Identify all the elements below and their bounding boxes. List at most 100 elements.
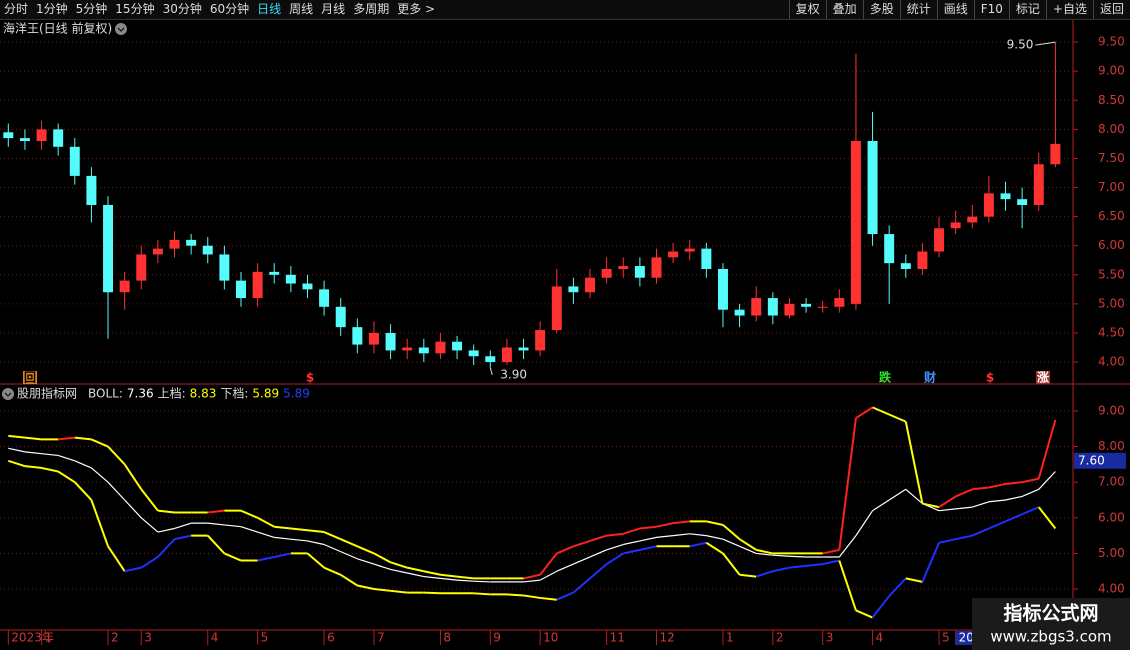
period-tab[interactable]: 30分钟 bbox=[162, 2, 202, 16]
menu-icon[interactable] bbox=[115, 23, 127, 35]
candle-body bbox=[119, 280, 130, 293]
indicator-segment bbox=[207, 509, 225, 514]
indicator-segment bbox=[340, 538, 358, 548]
indicator-segment bbox=[955, 534, 973, 541]
event-label: 回 bbox=[24, 371, 36, 385]
candle-body bbox=[1017, 199, 1028, 205]
indicator-segment bbox=[1037, 506, 1057, 530]
indicator-segment bbox=[988, 482, 1006, 489]
candle-body bbox=[634, 266, 645, 278]
indicator-segment bbox=[972, 501, 990, 508]
x-tick-label: 5 bbox=[261, 631, 269, 645]
indicator-segment bbox=[905, 488, 923, 505]
period-tab[interactable]: 60分钟 bbox=[209, 2, 250, 16]
indicator-segment bbox=[473, 580, 491, 583]
period-tab[interactable]: 分时 bbox=[4, 2, 29, 16]
y-tick-label: 6.00 bbox=[1098, 510, 1125, 524]
y-tick-label: 8.00 bbox=[1098, 122, 1125, 136]
indicator-segment bbox=[506, 593, 524, 597]
candle-body bbox=[485, 356, 496, 363]
indicator-segment bbox=[540, 596, 557, 601]
toolbar-button[interactable]: 标记 bbox=[1008, 0, 1046, 19]
indicator-segment bbox=[888, 577, 907, 597]
menu-icon[interactable] bbox=[2, 388, 14, 400]
indicator-segment bbox=[307, 540, 325, 546]
indicator-segment bbox=[90, 499, 109, 547]
indicator-segment bbox=[107, 481, 126, 501]
period-tab[interactable]: 1分钟 bbox=[36, 2, 68, 16]
indicator-segment bbox=[772, 554, 790, 557]
indicator-segment bbox=[1005, 495, 1023, 501]
period-tab[interactable]: 多周期 bbox=[353, 2, 390, 16]
x-tick-label: 7 bbox=[377, 631, 385, 645]
candle-body bbox=[385, 332, 396, 351]
period-tab[interactable]: 日线 bbox=[257, 2, 282, 16]
toolbar-button[interactable]: 多股 bbox=[862, 0, 900, 19]
toolbar-button[interactable]: 统计 bbox=[899, 0, 937, 19]
indicator-segment bbox=[838, 535, 857, 558]
menu-icon-arrow bbox=[4, 392, 12, 397]
period-tab[interactable]: 周线 bbox=[289, 2, 314, 16]
x-tick-label: 4 bbox=[211, 631, 219, 645]
candle-body bbox=[518, 347, 529, 351]
indicator-segment bbox=[406, 566, 425, 573]
indicator-segment bbox=[872, 406, 890, 416]
indicator-segment bbox=[556, 563, 574, 572]
indicator-segment bbox=[955, 506, 973, 510]
indicator-segment bbox=[573, 539, 591, 548]
indicator-segment bbox=[556, 545, 574, 555]
indicator-segment bbox=[157, 538, 176, 558]
indicator-segment bbox=[855, 609, 873, 619]
indicator-segment bbox=[74, 460, 92, 469]
x-tick-label: 3 bbox=[144, 631, 152, 645]
candle-body bbox=[19, 138, 30, 141]
candle-body bbox=[136, 254, 147, 281]
period-tab[interactable]: 5分钟 bbox=[75, 2, 108, 16]
y-tick-label: 4.50 bbox=[1098, 325, 1125, 339]
indicator-segment bbox=[972, 486, 990, 491]
indicator-segment bbox=[689, 541, 707, 548]
period-tab[interactable]: 15分钟 bbox=[115, 2, 155, 16]
toolbar-button[interactable]: 叠加 bbox=[825, 0, 863, 19]
indicator-segment bbox=[706, 520, 724, 526]
indicator-segment bbox=[572, 577, 591, 594]
indicator-segment bbox=[1005, 481, 1023, 485]
candle-body bbox=[186, 239, 197, 246]
indicator-segment bbox=[1021, 506, 1040, 516]
indicator-segment bbox=[91, 467, 109, 483]
x-tick-label: 2023年 bbox=[11, 631, 54, 645]
main-title: 海洋王(日线 前复权) bbox=[3, 21, 112, 36]
candle-body bbox=[103, 204, 114, 293]
indicator-segment bbox=[938, 538, 956, 544]
indicator-segment bbox=[41, 466, 59, 473]
indicator-segment bbox=[8, 434, 26, 439]
candle-body bbox=[302, 283, 313, 290]
candle-body bbox=[651, 257, 662, 278]
toolbar-button[interactable]: 复权 bbox=[788, 0, 826, 19]
indicator-segment bbox=[606, 552, 624, 565]
indicator-segment bbox=[340, 573, 358, 587]
indicator-segment bbox=[323, 531, 342, 541]
indicator-segment bbox=[789, 564, 807, 569]
candle-body bbox=[867, 141, 878, 235]
y-tick-label: 7.00 bbox=[1098, 475, 1125, 489]
indicator-segment bbox=[673, 533, 690, 537]
annotation-arrow bbox=[489, 367, 493, 376]
indicator-segment bbox=[755, 570, 774, 578]
toolbar-button[interactable]: F10 bbox=[973, 0, 1009, 19]
period-tab[interactable]: 更多 > bbox=[397, 2, 436, 16]
indicator-segment bbox=[123, 463, 143, 490]
period-tab[interactable]: 月线 bbox=[321, 2, 346, 16]
toolbar: 分时 1分钟 5分钟 15分钟 30分钟 60分钟 日线 周线 月线 多周期 更多 > 复权 叠加 多股统… bbox=[0, 0, 1130, 20]
y-tick-label: 8.00 bbox=[1098, 439, 1125, 453]
indicator-segment bbox=[606, 543, 624, 551]
toolbar-button[interactable]: +自选 bbox=[1045, 0, 1093, 19]
toolbar-button[interactable]: 画线 bbox=[936, 0, 974, 19]
indicator-segment bbox=[58, 436, 75, 441]
indicator-segment bbox=[24, 436, 42, 441]
indicator-segment bbox=[656, 535, 674, 538]
toolbar-button[interactable]: 返回 bbox=[1092, 0, 1130, 19]
candle-body bbox=[551, 286, 562, 331]
candle-body bbox=[900, 263, 911, 269]
indicator-segment bbox=[323, 566, 342, 576]
